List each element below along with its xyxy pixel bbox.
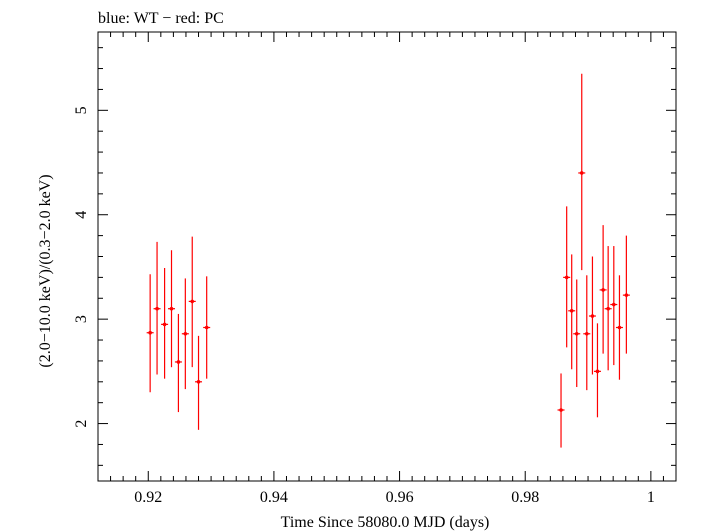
- data-marker: [169, 306, 174, 311]
- chart-title: blue: WT − red: PC: [98, 10, 224, 27]
- data-marker: [601, 288, 605, 292]
- data-marker: [574, 331, 579, 336]
- plot-frame: [97, 31, 677, 482]
- data-point: [195, 335, 203, 430]
- x-tick-label: 0.98: [511, 489, 539, 506]
- data-marker: [612, 302, 616, 307]
- plot-area: [97, 31, 677, 482]
- series-layer: [146, 73, 630, 448]
- data-point: [174, 313, 182, 413]
- data-point: [573, 279, 581, 388]
- y-tick-label: 2: [73, 420, 90, 428]
- data-marker: [579, 171, 584, 175]
- y-axis-label: (2.0−10.0 keV)/(0.3−2.0 keV): [37, 174, 54, 367]
- data-point: [604, 246, 612, 371]
- data-point: [593, 323, 601, 418]
- data-marker: [564, 275, 569, 280]
- x-tick-label: 0.96: [386, 489, 414, 506]
- data-marker: [595, 369, 600, 374]
- data-marker: [196, 380, 201, 384]
- y-tick-label: 5: [73, 106, 90, 114]
- data-point: [568, 254, 576, 370]
- data-marker: [590, 314, 595, 318]
- data-point: [188, 236, 196, 368]
- x-tick-label: 0.94: [260, 489, 288, 506]
- data-marker: [190, 299, 195, 304]
- data-point: [203, 276, 211, 379]
- data-point: [181, 278, 189, 390]
- data-point: [557, 373, 565, 448]
- data-point: [615, 275, 623, 380]
- data-marker: [176, 360, 181, 364]
- data-point: [610, 246, 618, 366]
- data-marker: [155, 306, 159, 311]
- data-point: [168, 250, 176, 368]
- data-marker: [584, 331, 589, 336]
- data-point: [161, 267, 169, 379]
- data-point: [153, 241, 161, 375]
- data-marker: [606, 306, 610, 311]
- y-tick-label: 4: [73, 211, 90, 219]
- x-tick-label: 1: [647, 489, 655, 506]
- axes-layer: 0.92 0.94 0.96 0.98 1 2 3 4 5: [73, 32, 677, 506]
- data-marker: [204, 325, 209, 330]
- data-point: [146, 274, 154, 393]
- data-marker: [624, 293, 629, 297]
- data-marker: [569, 308, 574, 313]
- data-point: [578, 73, 586, 271]
- data-point: [563, 206, 571, 348]
- data-point: [622, 235, 630, 354]
- data-point: [588, 256, 596, 375]
- data-point: [583, 275, 591, 391]
- data-marker: [148, 330, 152, 335]
- y-tick-label: 3: [73, 315, 90, 323]
- data-marker: [162, 322, 167, 327]
- data-marker: [617, 325, 622, 330]
- x-tick-label: 0.92: [134, 489, 162, 506]
- data-marker: [183, 331, 188, 336]
- data-point: [599, 225, 607, 354]
- data-marker: [559, 408, 563, 412]
- x-axis-label: Time Since 58080.0 MJD (days): [281, 514, 490, 531]
